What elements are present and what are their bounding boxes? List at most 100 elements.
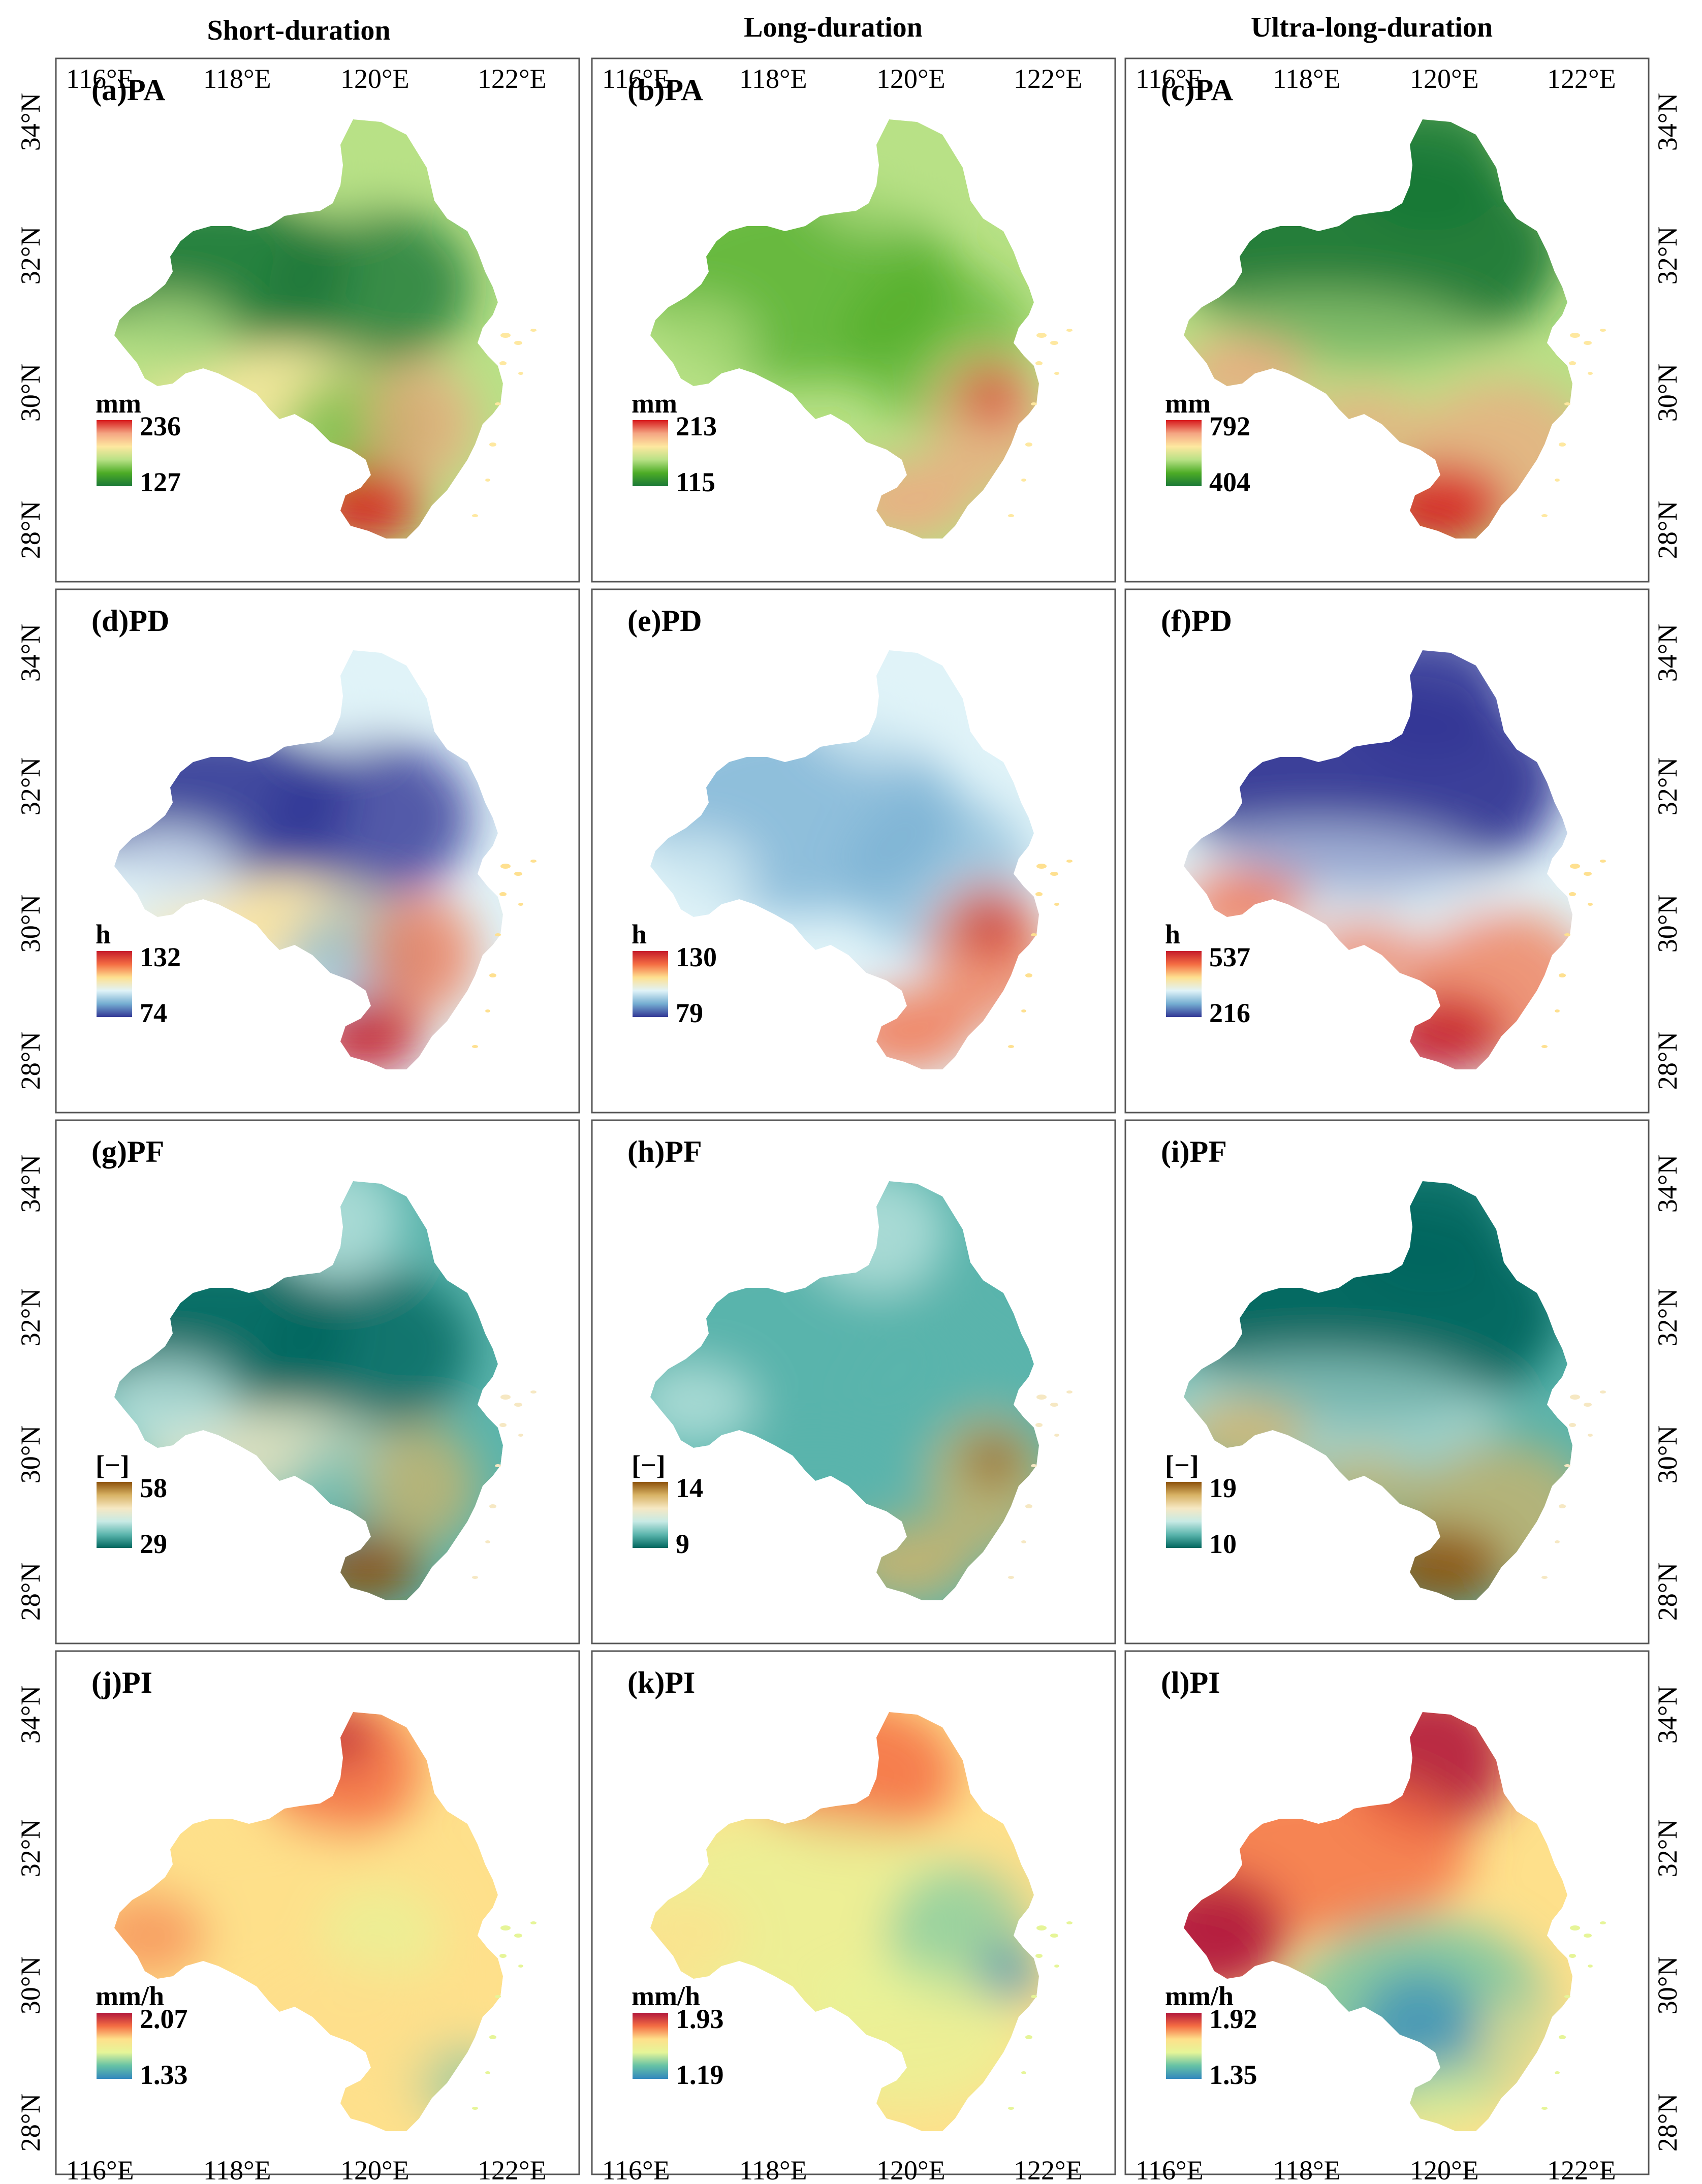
legend-unit: mm/h (632, 1981, 700, 2011)
colorbar (633, 2013, 668, 2079)
lat-tick-left: 34°N (15, 624, 46, 682)
legend-max: 130 (676, 942, 717, 972)
map-panel-8: (h)PF [−] 14 9 (591, 1119, 1116, 1644)
colorbar-legend: mm/h2.07 1.33 (96, 1981, 188, 2090)
region-fill (1184, 1712, 1572, 2131)
lat-tick-left: 34°N (15, 1686, 46, 1744)
legend-unit: mm/h (1165, 1981, 1234, 2011)
legend-max: 132 (140, 942, 181, 972)
lat-tick-right: 28°N (1652, 1563, 1683, 1621)
legend-max: 213 (676, 411, 717, 441)
legend-max: 58 (140, 1473, 167, 1503)
legend-unit: mm (96, 388, 141, 419)
lat-tick-right: 32°N (1652, 227, 1683, 285)
legend-unit: [−] (96, 1450, 130, 1480)
map-panel-5: (e)PD h 130 79 (591, 588, 1116, 1114)
lat-tick-right: 30°N (1652, 364, 1683, 422)
column-title-long: Long-duration (744, 12, 923, 43)
colorbar-legend: h 132 74 (96, 919, 181, 1028)
lon-tick-bottom: 118°E (203, 2155, 271, 2184)
lon-tick-bottom: 122°E (478, 2155, 547, 2184)
map-panel-4: (d)PD h 132 74 (55, 588, 580, 1114)
colorbar (1166, 951, 1202, 1017)
legend-unit: [−] (1165, 1450, 1199, 1480)
panel-label: (b)PA (627, 73, 703, 107)
coastal-islands (1008, 329, 1073, 517)
coastal-islands (472, 860, 537, 1048)
legend-min: 1.19 (676, 2060, 724, 2090)
legend-min: 10 (1209, 1529, 1237, 1559)
lat-tick-left: 32°N (15, 227, 46, 285)
panel-label: (j)PI (91, 1666, 152, 1699)
lat-tick-left: 28°N (15, 1563, 46, 1621)
lon-tick-top: 116°E (1136, 64, 1204, 94)
map-panel-12: (l)PI mm/h1.92 1.35 (1124, 1650, 1650, 2175)
lon-tick-bottom: 120°E (876, 2155, 945, 2184)
coastal-islands (1008, 860, 1073, 1048)
colorbar-legend: mm/h1.92 1.35 (1165, 1981, 1257, 2090)
coastal-islands (1541, 1390, 1606, 1579)
legend-min: 404 (1209, 467, 1250, 497)
column-title-short: Short-duration (207, 15, 391, 46)
lat-tick-left: 28°N (15, 2094, 46, 2152)
legend-min: 9 (676, 1529, 689, 1559)
legend-max: 1.93 (676, 2004, 724, 2034)
lon-tick-bottom: 118°E (739, 2155, 807, 2184)
lon-tick-bottom: 116°E (1136, 2155, 1204, 2184)
legend-unit: [−] (632, 1450, 666, 1480)
panel-label: (c)PA (1161, 73, 1233, 107)
lon-tick-bottom: 122°E (1547, 2155, 1616, 2184)
lon-tick-bottom: 116°E (66, 2155, 134, 2184)
lon-tick-top: 120°E (1410, 64, 1479, 94)
legend-min: 29 (140, 1529, 167, 1559)
lon-tick-top: 122°E (478, 64, 547, 94)
colorbar (97, 2013, 132, 2079)
lon-tick-top: 118°E (203, 64, 271, 94)
lat-tick-left: 30°N (15, 364, 46, 422)
legend-min: 115 (676, 467, 715, 497)
colorbar (633, 420, 668, 486)
lon-tick-top: 120°E (340, 64, 409, 94)
coastal-islands (1008, 1921, 1073, 2110)
lat-tick-right: 28°N (1652, 1032, 1683, 1090)
lat-tick-left: 30°N (15, 1426, 46, 1484)
lat-tick-left: 32°N (15, 1819, 46, 1878)
lat-tick-right: 32°N (1652, 1288, 1683, 1347)
legend-unit: h (1165, 919, 1180, 949)
panel-label: (d)PD (91, 604, 169, 638)
lon-tick-top: 118°E (739, 64, 807, 94)
map-panel-10: (j)PI mm/h2.07 1.33 (55, 1650, 580, 2175)
lat-tick-right: 32°N (1652, 757, 1683, 816)
legend-unit: mm (1165, 388, 1211, 419)
lat-tick-right: 34°N (1652, 1686, 1683, 1744)
lon-tick-top: 120°E (876, 64, 945, 94)
lat-tick-right: 32°N (1652, 1819, 1683, 1878)
lon-tick-top: 122°E (1014, 64, 1083, 94)
lon-tick-bottom: 120°E (1410, 2155, 1479, 2184)
colorbar-legend: mm/h1.93 1.19 (632, 1981, 724, 2090)
colorbar-legend: h 537 216 (1165, 919, 1250, 1028)
coastal-islands (472, 329, 537, 517)
colorbar (97, 1482, 132, 1548)
lat-tick-left: 34°N (15, 1155, 46, 1213)
legend-unit: h (96, 919, 111, 949)
colorbar (633, 951, 668, 1017)
region-fill (650, 1181, 1039, 1600)
legend-min: 74 (140, 998, 167, 1028)
legend-max: 792 (1209, 411, 1250, 441)
map-panel-9: (i)PF [−] 19 10 (1124, 1119, 1650, 1644)
panel-label: (e)PD (627, 604, 702, 638)
lat-tick-right: 30°N (1652, 1956, 1683, 2015)
colorbar (97, 951, 132, 1017)
legend-min: 79 (676, 998, 703, 1028)
lat-tick-right: 34°N (1652, 624, 1683, 682)
lat-tick-right: 30°N (1652, 895, 1683, 953)
map-panel-6: (f)PD h 537 216 (1124, 588, 1650, 1114)
legend-min: 127 (140, 467, 181, 497)
